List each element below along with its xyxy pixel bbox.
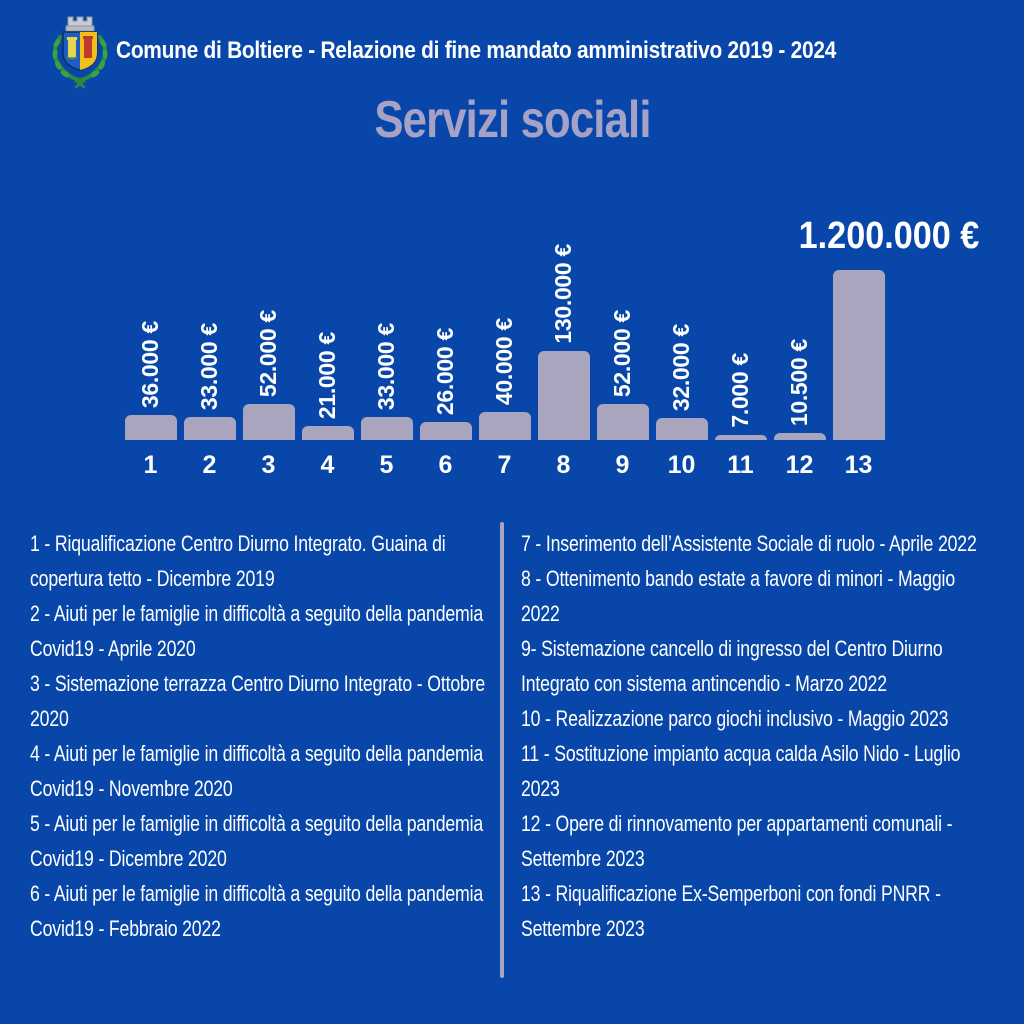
project-item: 7 - Inserimento dell’Assistente Sociale …	[521, 531, 977, 556]
bar-11-value-label: 7.000 €	[727, 353, 753, 428]
bar-7	[478, 412, 531, 440]
chart-slot-2: 33.000 €	[180, 323, 239, 440]
chart-slot-1: 36.000 €	[121, 321, 180, 440]
bar-10-value-label: 32.000 €	[668, 323, 694, 411]
x-axis-tick-2: 2	[202, 451, 217, 479]
x-axis-tick-3: 3	[261, 451, 276, 479]
bar-12	[773, 433, 826, 440]
x-axis-tick-1: 1	[143, 451, 158, 479]
x-axis-tick-10: 10	[667, 451, 696, 479]
bar-10	[655, 418, 708, 440]
x-axis-tick-7: 7	[497, 451, 512, 479]
chart-slot-6: 26.000 €	[416, 328, 475, 440]
project-item: 6 - Aiuti per le famiglie in difficoltà …	[30, 881, 484, 941]
column-divider	[500, 522, 504, 978]
chart-slot-8: 130.000 €	[534, 244, 593, 440]
chart-slot-12: 10.500 €	[770, 339, 829, 440]
x-axis-tick-11: 11	[727, 451, 754, 479]
chart-slot-11: 7.000 €	[711, 353, 770, 440]
x-axis-tick-9: 9	[615, 451, 630, 479]
bar-8	[537, 351, 590, 440]
bar-4	[301, 426, 354, 440]
x-axis: 1 2 3 4 5 6 7 8 9 10 11 12 13	[121, 451, 888, 480]
bar-8-value-label: 130.000 €	[550, 244, 576, 344]
project-item: 10 - Realizzazione parco giochi inclusiv…	[521, 706, 949, 731]
chart-slot-9: 52.000 €	[593, 310, 652, 440]
chart-slot-7: 40.000 €	[475, 318, 534, 440]
project-item: 4 - Aiuti per le famiglie in difficoltà …	[30, 741, 484, 801]
bar-2-value-label: 33.000 €	[196, 322, 222, 410]
municipality-coat-of-arms-icon	[46, 13, 114, 91]
bar-11	[714, 435, 767, 440]
project-item: 9- Sistemazione cancello di ingresso del…	[521, 636, 943, 696]
x-axis-tick-13: 13	[844, 451, 873, 479]
x-axis-tick-6: 6	[438, 451, 453, 479]
project-item: 5 - Aiuti per le famiglie in difficoltà …	[30, 811, 484, 871]
project-item: 13 - Riqualificazione Ex-Semperboni con …	[521, 881, 941, 941]
project-item: 12 - Opere di rinnovamento per appartame…	[521, 811, 953, 871]
x-axis-tick-12: 12	[785, 451, 814, 479]
bar-2	[183, 417, 236, 440]
bar-4-value-label: 21.000 €	[314, 331, 340, 419]
x-axis-tick-4: 4	[320, 451, 335, 479]
bar-9	[596, 404, 649, 440]
chart-slot-4: 21.000 €	[298, 332, 357, 440]
project-item: 2 - Aiuti per le famiglie in difficoltà …	[30, 601, 484, 661]
bar-5	[360, 417, 413, 440]
bar-12-value-label: 10.500 €	[786, 338, 812, 426]
chart-slot-10: 32.000 €	[652, 324, 711, 440]
bar-13	[832, 270, 885, 440]
chart-slot-3: 52.000 €	[239, 310, 298, 440]
bar-5-value-label: 33.000 €	[373, 322, 399, 410]
bar-1-value-label: 36.000 €	[137, 320, 163, 408]
page-title: Servizi sociali	[373, 91, 651, 149]
project-list-left: 1 - Riqualificazione Centro Diurno Integ…	[30, 526, 485, 946]
project-item: 11 - Sostituzione impianto acqua calda A…	[521, 741, 961, 801]
bar-7-value-label: 40.000 €	[491, 317, 517, 405]
project-item: 1 - Riqualificazione Centro Diurno Integ…	[30, 531, 446, 591]
bar-9-value-label: 52.000 €	[609, 309, 635, 397]
project-item: 3 - Sistemazione terrazza Centro Diurno …	[30, 671, 486, 731]
chart-slot-5: 33.000 €	[357, 323, 416, 440]
x-axis-tick-8: 8	[556, 451, 571, 479]
bar-chart: 1.200.000 € 36.000 € 33.000 € 52.000 € 21.0…	[121, 215, 979, 440]
x-axis-tick-5: 5	[379, 451, 394, 479]
bar-6-value-label: 26.000 €	[432, 327, 458, 415]
bar-13-value-label: 1.200.000 €	[798, 215, 980, 257]
bar-3-value-label: 52.000 €	[255, 309, 281, 397]
bar-3	[242, 404, 295, 440]
report-header-title: Comune di Boltiere - Relazione di fine m…	[116, 37, 837, 64]
project-item: 8 - Ottenimento bando estate a favore di…	[521, 566, 955, 626]
chart-slot-13	[829, 270, 888, 440]
bar-1	[124, 415, 177, 440]
project-list-right: 7 - Inserimento dell’Assistente Sociale …	[521, 526, 992, 946]
bar-6	[419, 422, 472, 440]
